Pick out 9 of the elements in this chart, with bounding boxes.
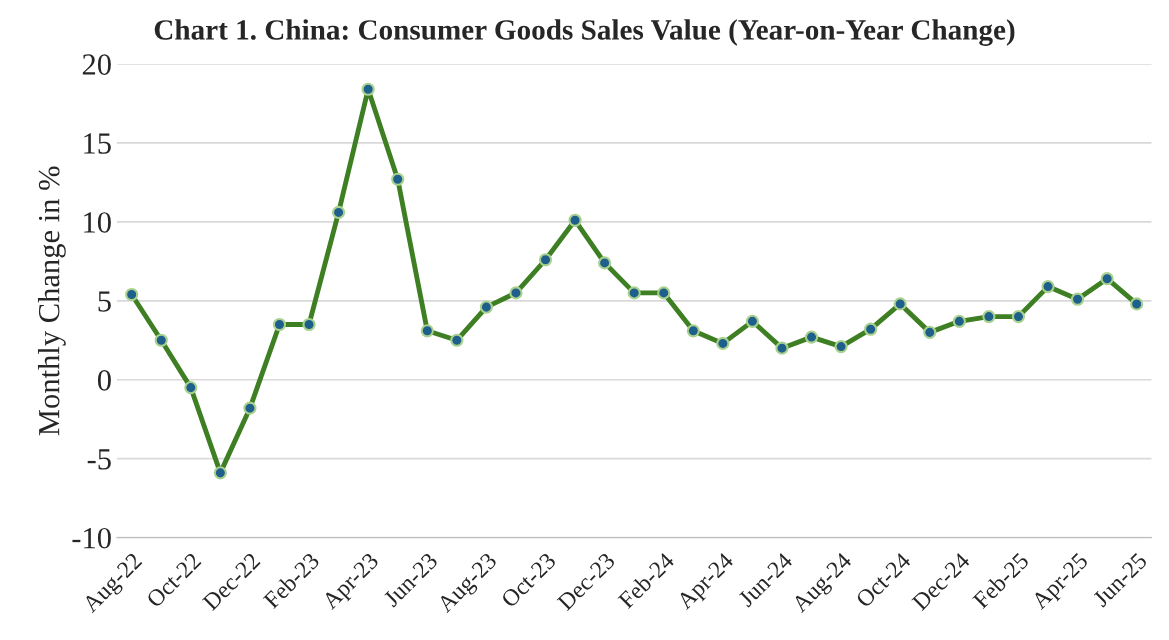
y-tick-label: -5 [87, 449, 111, 470]
y-tick-label: 5 [98, 291, 111, 312]
y-tick-label: -10 [72, 527, 111, 549]
y-axis-title: Monthly Change in % [37, 166, 66, 436]
y-tick-label: 15 [84, 133, 111, 154]
y-tick-label: 0 [97, 370, 111, 391]
y-tick-label: 10 [84, 212, 111, 233]
chart-title: Chart 1. China: Consumer Goods Sales Value (Year-on-Year Change) [154, 19, 1015, 46]
y-tick-label: 20 [82, 54, 111, 75]
